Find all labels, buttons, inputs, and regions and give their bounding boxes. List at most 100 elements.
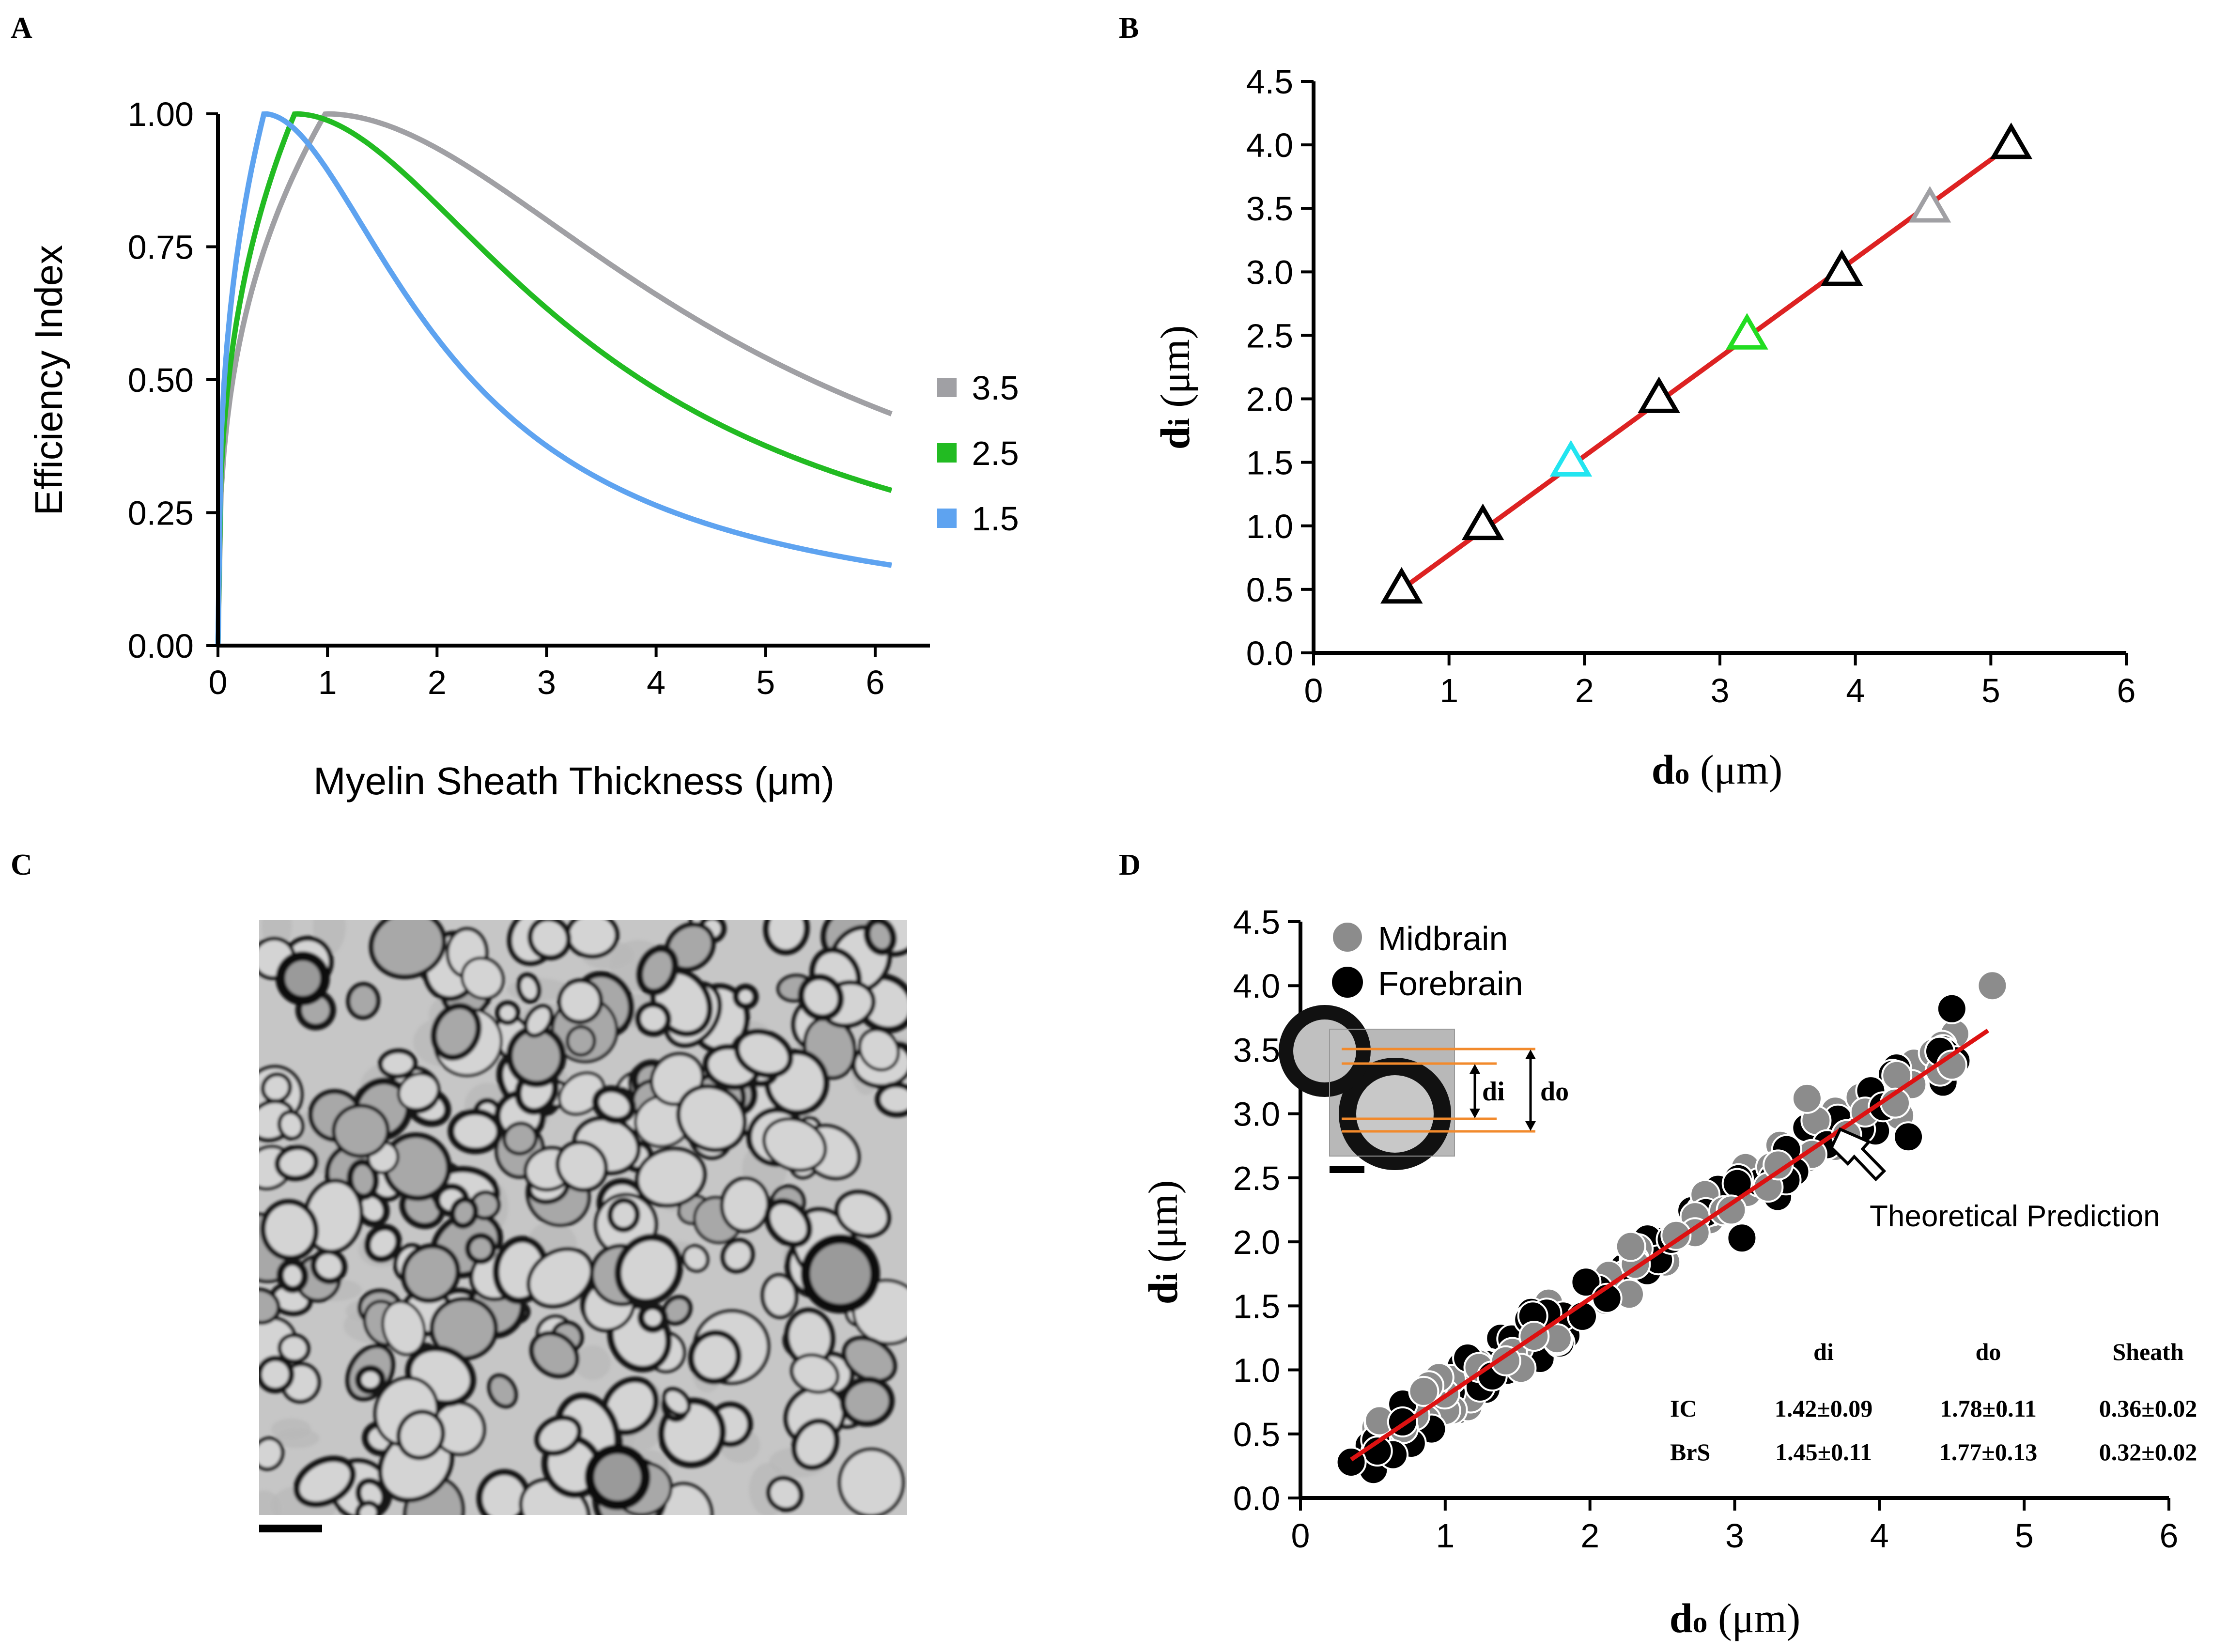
micrograph-axon (277, 1333, 310, 1364)
micrograph-axon (502, 1121, 538, 1156)
chart-d-x-tick-label: 6 (2160, 1517, 2179, 1555)
micrograph-axon (276, 1258, 309, 1294)
chart-b-x-tick-label: 6 (2117, 672, 2136, 710)
chart-d-point (1615, 1231, 1646, 1262)
micrograph-axon (763, 920, 810, 956)
chart-d-y-tick-label: 2.5 (1233, 1159, 1280, 1197)
micrograph-axon (431, 1003, 482, 1061)
micrograph-axon (791, 1418, 840, 1470)
table-row-label-brs: BrS (1670, 1438, 1710, 1466)
micrograph-axon (310, 1248, 348, 1284)
chart-b-points (1380, 122, 2033, 604)
micrograph-cytoplasm (574, 1345, 611, 1380)
micrograph-axon (762, 1117, 827, 1173)
table-cell-brs-sheath: 0.32±0.02 (2099, 1438, 2197, 1466)
micrograph-large-axon (276, 951, 330, 1005)
chart-b-point (1380, 567, 1423, 604)
legend-swatch-1-5 (937, 509, 957, 528)
chart-b-y-tick-label: 3.5 (1246, 190, 1293, 228)
micrograph-axon (396, 1409, 446, 1460)
legend-label-forebrain: Forebrain (1378, 965, 1523, 1003)
chart-d-y-tick-label: 3.0 (1233, 1096, 1280, 1133)
micrograph-axon (277, 1110, 305, 1141)
chart-a-y-tick-label: 0.50 (128, 361, 194, 399)
micrograph-axon (565, 1025, 596, 1057)
micrograph-axon (369, 920, 447, 979)
micrograph-axon (259, 1436, 284, 1471)
chart-a-x-tick-label: 3 (537, 664, 556, 701)
panel-letter-c: C (11, 849, 32, 881)
table-cell-ic-sheath: 0.36±0.02 (2099, 1395, 2197, 1422)
legend-label-2-5: 2.5 (972, 434, 1019, 472)
chart-a-y-tick-label: 0.25 (128, 494, 194, 532)
chart-b-ticks: 0 1 2 3 4 5 6 0.0 0.5 1.0 1.5 2.0 2.5 3.0 3.5 4.0 4.5 (1246, 63, 2136, 710)
chart-d-y-label-sub: i (1151, 1273, 1184, 1281)
micrograph-axon (529, 1330, 580, 1379)
micrograph-axon (259, 1287, 281, 1325)
table-header-di: di (1813, 1338, 1834, 1365)
chart-d-x-label-sub: o (1693, 1606, 1708, 1639)
chart-b-y-tick-label: 1.5 (1246, 444, 1293, 482)
chart-b-point (1638, 376, 1680, 413)
chart-a-series-line (215, 111, 892, 646)
micrograph-axon (331, 1103, 390, 1158)
micrograph-cytoplasm (259, 1490, 282, 1515)
micrograph-axon (863, 920, 897, 956)
micrograph-axon (516, 972, 542, 1004)
table-header-do: do (1976, 1338, 2001, 1365)
micrograph-axon (346, 1158, 380, 1200)
chart-d-y-tick-label: 0.0 (1233, 1480, 1280, 1517)
chart-d-x-label-main: d (1670, 1595, 1693, 1641)
inset-frame (1329, 1029, 1455, 1157)
micrograph-axon (676, 1084, 747, 1153)
micrograph-axon (842, 1335, 897, 1384)
chart-b-x-label-unit: (μm) (1690, 746, 1783, 793)
micrograph-axon (858, 1028, 900, 1072)
chart-d-point (1936, 993, 1967, 1024)
chart-d-point (1660, 1220, 1692, 1251)
micrograph-axon (355, 1500, 382, 1515)
micrograph-axon (798, 973, 844, 1021)
theoretical-prediction-annotation: Theoretical Prediction (1829, 1127, 2160, 1233)
chart-b-x-tick-label: 0 (1304, 672, 1323, 710)
micrograph-axon (526, 1247, 594, 1309)
legend-label-midbrain: Midbrain (1378, 920, 1508, 957)
chart-a-x-tick-label: 6 (866, 664, 884, 701)
table-row-label-ic: IC (1670, 1395, 1697, 1422)
chart-d-point (1893, 1121, 1924, 1153)
chart-d-fit-line-path (1350, 1029, 1989, 1462)
chart-b-point (1461, 503, 1504, 540)
micrograph-axon (460, 956, 505, 1000)
micrograph-axon (734, 1028, 794, 1079)
inset-do-arrowhead-bottom (1525, 1121, 1536, 1131)
chart-b-y-axis-label: di (μm) (1152, 325, 1198, 450)
inset-scale-bar (1330, 1166, 1364, 1173)
table-cell-brs-do: 1.77±0.13 (1939, 1438, 2037, 1466)
chart-d-y-tick-label: 1.5 (1233, 1287, 1280, 1325)
micrograph-scale-bar (259, 1525, 322, 1532)
micrograph-axon (261, 1072, 293, 1104)
chart-b: 0 1 2 3 4 5 60.00.51.01.52.02.53.03.54.04.5 do… (1152, 63, 2135, 793)
chart-a-ticks: 0 1 2 3 4 5 6 0.00 0.25 0.50 0.75 1.00 (128, 95, 885, 701)
chart-b-y-label-unit: (μm) (1152, 325, 1198, 418)
chart-d-point (1763, 1149, 1794, 1181)
inset-axon (1339, 1058, 1451, 1170)
chart-d-ticks: 0 1 2 3 4 5 6 0.0 0.5 1.0 1.5 2.0 2.5 3.0 3.5 4.0 4.5 (1233, 903, 2179, 1555)
legend-swatch-2-5 (937, 443, 957, 463)
micrograph-axon (534, 1415, 583, 1456)
micrograph-axon (397, 1072, 440, 1112)
chart-d-y-tick-label: 3.5 (1233, 1031, 1280, 1069)
chart-b-y-label-sub: i (1163, 418, 1196, 426)
inset-di-arrowhead-top (1470, 1064, 1480, 1074)
chart-b-point (1549, 440, 1593, 477)
chart-b-y-tick-label: 2.0 (1246, 381, 1293, 418)
micrograph-axon (495, 1000, 521, 1026)
micrograph-axon (688, 1329, 742, 1385)
chart-d: 0 1 2 3 4 5 6 0.0 0.5 1.0 1.5 2.0 2.5 3.0 3.5 4.0 4.5 Mi… (1140, 903, 2197, 1641)
panel-letter-a: A (11, 12, 32, 45)
chart-d-x-label-unit: (μm) (1708, 1595, 1801, 1641)
micrograph-axon (381, 1300, 426, 1356)
micrograph-axon (764, 1198, 813, 1248)
chart-a-y-tick-label: 0.00 (128, 627, 194, 665)
micrograph-axon (378, 1048, 418, 1079)
